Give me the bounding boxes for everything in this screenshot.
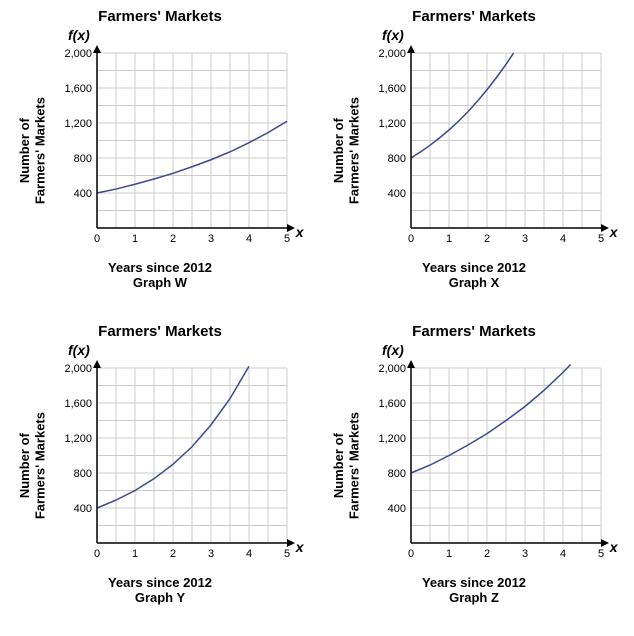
fx-axis-label: f(x) [322,27,626,43]
svg-text:2: 2 [170,548,176,560]
chart-svg: 0 1 2 3 4 5 400 800 1,200 1,600 2,000 [366,358,616,573]
svg-text:0: 0 [94,233,100,245]
svg-text:1,200: 1,200 [64,118,92,130]
x-axis-label: Years since 2012 [422,260,526,275]
chart-svg: 0 1 2 3 4 5 400 800 1,200 1,600 2,000 [366,43,616,258]
svg-text:2,000: 2,000 [378,363,406,375]
svg-text:4: 4 [246,233,252,245]
chart-panel: Farmers' Markets f(x) Number ofFarmers' … [322,8,626,313]
svg-text:800: 800 [73,468,91,480]
svg-text:5: 5 [284,548,290,560]
svg-text:400: 400 [73,503,91,515]
svg-text:0: 0 [94,548,100,560]
chart-panel: Farmers' Markets f(x) Number ofFarmers' … [322,323,626,628]
svg-text:800: 800 [387,468,405,480]
fx-axis-label: f(x) [8,342,312,358]
svg-text:1: 1 [132,233,138,245]
fx-axis-label: f(x) [322,342,626,358]
svg-text:1: 1 [132,548,138,560]
svg-text:800: 800 [387,153,405,165]
svg-text:2: 2 [170,233,176,245]
graph-name: Graph Y [135,590,185,605]
chart-title: Farmers' Markets [98,323,222,340]
svg-text:2: 2 [484,548,490,560]
svg-text:1,200: 1,200 [378,118,406,130]
svg-text:4: 4 [560,233,566,245]
svg-text:3: 3 [208,548,214,560]
chart-title: Farmers' Markets [412,323,536,340]
svg-text:5: 5 [598,233,604,245]
svg-text:2,000: 2,000 [64,363,92,375]
y-axis-label: Number ofFarmers' Markets [331,412,362,519]
chart-panel: Farmers' Markets f(x) Number ofFarmers' … [8,8,312,313]
svg-text:2: 2 [484,233,490,245]
chart-svg: 0 1 2 3 4 5 400 800 1,200 1,600 2,000 [52,43,302,258]
x-axis-var: x [296,539,304,555]
svg-text:5: 5 [598,548,604,560]
svg-text:4: 4 [246,548,252,560]
x-axis-label: Years since 2012 [422,575,526,590]
svg-text:3: 3 [522,233,528,245]
chart-panel: Farmers' Markets f(x) Number ofFarmers' … [8,323,312,628]
svg-text:1,600: 1,600 [64,398,92,410]
y-axis-label: Number ofFarmers' Markets [331,97,362,204]
x-axis-label: Years since 2012 [108,575,212,590]
x-axis-var: x [296,224,304,240]
svg-text:400: 400 [387,188,405,200]
svg-text:400: 400 [387,503,405,515]
svg-text:3: 3 [208,233,214,245]
svg-text:0: 0 [408,233,414,245]
x-axis-label: Years since 2012 [108,260,212,275]
fx-axis-label: f(x) [8,27,312,43]
svg-text:0: 0 [408,548,414,560]
svg-text:1,200: 1,200 [378,433,406,445]
graph-name: Graph W [133,275,187,290]
svg-text:1: 1 [446,233,452,245]
y-axis-label: Number ofFarmers' Markets [17,97,48,204]
svg-text:2,000: 2,000 [378,48,406,60]
svg-text:1,600: 1,600 [378,398,406,410]
graph-name: Graph X [449,275,500,290]
x-axis-var: x [610,539,618,555]
svg-text:3: 3 [522,548,528,560]
svg-text:1,600: 1,600 [64,83,92,95]
graph-name: Graph Z [449,590,499,605]
svg-text:1: 1 [446,548,452,560]
svg-text:800: 800 [73,153,91,165]
svg-text:2,000: 2,000 [64,48,92,60]
chart-title: Farmers' Markets [98,8,222,25]
x-axis-var: x [610,224,618,240]
chart-title: Farmers' Markets [412,8,536,25]
svg-text:400: 400 [73,188,91,200]
svg-text:1,600: 1,600 [378,83,406,95]
chart-svg: 0 1 2 3 4 5 400 800 1,200 1,600 2,000 [52,358,302,573]
svg-text:4: 4 [560,548,566,560]
svg-text:5: 5 [284,233,290,245]
svg-text:1,200: 1,200 [64,433,92,445]
y-axis-label: Number ofFarmers' Markets [17,412,48,519]
